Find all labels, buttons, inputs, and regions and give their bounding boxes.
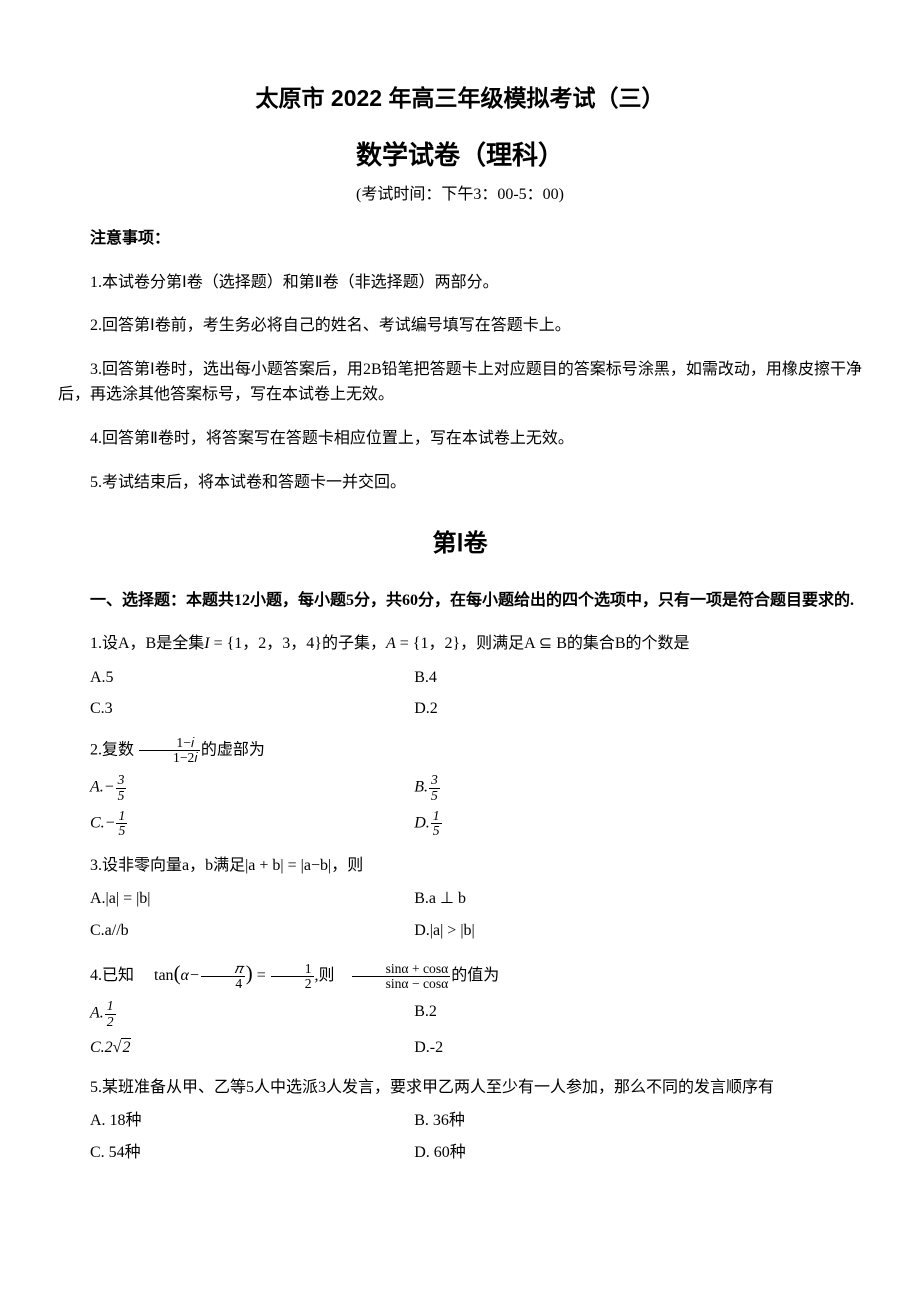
q1-option-c: C.3 [90,696,414,722]
q3-options: A.|a| = |b| B.a ⊥ b C.a//b D.|a| > |b| [90,886,862,949]
sign: − [104,779,115,796]
comma: ,则 [315,967,351,984]
ratio-num: sinα + cosα [352,962,451,977]
notice-item: 1.本试卷分第Ⅰ卷（选择题）和第Ⅱ卷（非选择题）两部分。 [58,270,862,296]
pi-den: 4 [201,977,245,991]
q1-option-d: D.2 [414,696,738,722]
frac-den: 5 [116,824,127,838]
q1-option-a: A.5 [90,665,414,691]
q2-option-c: C.−15 [90,809,414,839]
q1-var-a: A [386,635,396,652]
q5-option-c: C. 54种 [90,1140,414,1166]
q1-text: = {1，2}，则满足A ⊆ B的集合B的个数是 [396,635,690,652]
q3-option-a: A.|a| = |b| [90,886,414,912]
q2-option-d: D.15 [414,809,738,839]
frac-den: 2 [105,1015,116,1029]
question-3: 3.设非零向量a，b满足|a + b| = |a−b|，则 [58,853,862,879]
notice-heading: 注意事项： [58,226,862,252]
q1-text: = {1，2，3，4}的子集， [210,635,386,652]
q5-option-d: D. 60种 [414,1140,738,1166]
question-2: 2.复数 1−𝑖1−2𝑖的虚部为 [58,736,862,766]
option-label: B. [414,779,428,796]
option-label: C. [90,814,105,831]
frac-num: 1 [105,999,116,1014]
alpha: α− [181,967,200,984]
q1-options: A.5 B.4 C.3 D.2 [90,665,862,728]
section-1-title: 第Ⅰ卷 [58,525,862,563]
q1-text: 1.设A，B是全集 [90,635,204,652]
q2-fraction: 1−𝑖1−2𝑖 [139,736,200,766]
q3-option-b: B.a ⊥ b [414,886,738,912]
q2-frac-num: 1−𝑖 [139,736,200,751]
q2-text: 2.复数 [90,741,138,758]
q2-frac-den: 1−2𝑖 [139,751,200,765]
q2-options: A.−35 B.35 C.−15 D.15 [90,773,862,844]
sign: − [105,814,116,831]
notice-item: 2.回答第Ⅰ卷前，考生务必将自己的姓名、考试编号填写在答题卡上。 [58,313,862,339]
frac-num: 3 [429,773,440,788]
q4-option-a: A.12 [90,999,414,1029]
q2-option-a: A.−35 [90,773,414,803]
q2-option-b: B.35 [414,773,738,803]
q4-text: 的值为 [451,967,499,984]
q4-option-b: B.2 [414,999,738,1029]
option-label: A. [90,779,104,796]
paren-close: ) [246,962,253,985]
q4-option-d: D.-2 [414,1035,738,1061]
frac-num: 1 [431,809,442,824]
notice-item: 5.考试结束后，将本试卷和答题卡一并交回。 [58,470,862,496]
half-den: 2 [271,977,314,991]
frac-den: 5 [431,824,442,838]
exam-title-main: 太原市 2022 年高三年级模拟考试（三） [58,80,862,117]
radicand: 2 [121,1038,131,1056]
option-label: D. [414,814,430,831]
q4-option-c: C.2√2 [90,1035,414,1061]
notice-item: 4.回答第Ⅱ卷时，将答案写在答题卡相应位置上，写在本试卷上无效。 [58,426,862,452]
q2-text: 的虚部为 [201,741,265,758]
q5-options: A. 18种 B. 36种 C. 54种 D. 60种 [90,1108,862,1171]
pi-num: 𝜋 [201,962,245,977]
frac-num: 1 [116,809,127,824]
exam-time: (考试时间：下午3：00-5：00) [58,182,862,208]
paren-open: ( [174,962,181,985]
ratio-den: sinα − cosα [352,977,451,991]
half-num: 1 [271,962,314,977]
frac-num: 3 [116,773,127,788]
question-4: 4.已知 tan(α−𝜋4) = 12,则 sinα + cosαsinα − … [58,957,862,991]
frac-den: 5 [429,789,440,803]
q1-option-b: B.4 [414,665,738,691]
q3-option-d: D.|a| > |b| [414,918,738,944]
option-label: A. [90,1005,104,1022]
coef: 2 [105,1039,113,1056]
question-1: 1.设A，B是全集I = {1，2，3，4}的子集，A = {1，2}，则满足A… [58,631,862,657]
question-5: 5.某班准备从甲、乙等5人中选派3人发言，要求甲乙两人至少有一人参加，那么不同的… [58,1075,862,1101]
q5-option-a: A. 18种 [90,1108,414,1134]
option-label: C. [90,1039,105,1056]
notice-item: 3.回答第Ⅰ卷时，选出每小题答案后，用2B铅笔把答题卡上对应题目的答案标号涂黑，… [58,357,862,408]
q4-text: 4.已知 tan [90,967,174,984]
q5-option-b: B. 36种 [414,1108,738,1134]
section-1-intro: 一、选择题：本题共12小题，每小题5分，共60分，在每小题给出的四个选项中，只有… [58,588,862,614]
frac-den: 5 [116,789,127,803]
exam-title-sub: 数学试卷（理科） [58,135,862,177]
equals: = [253,967,270,984]
q3-option-c: C.a//b [90,918,414,944]
q4-options: A.12 B.2 C.2√2 D.-2 [90,999,862,1066]
